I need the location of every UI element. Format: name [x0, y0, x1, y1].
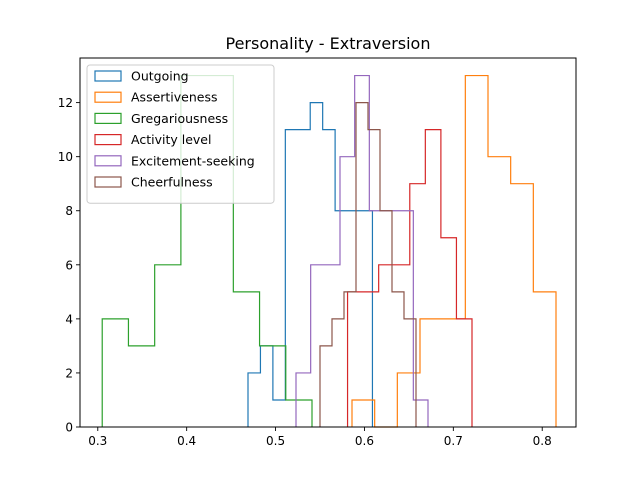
histogram-step-activity-level: [346, 129, 473, 427]
y-tick-label: 2: [65, 366, 73, 380]
y-tick-label: 10: [58, 150, 73, 164]
chart-title: Personality - Extraversion: [226, 34, 431, 53]
legend-item-assertiveness: Assertiveness: [94, 90, 218, 105]
histogram-step-cheerfulness: [319, 102, 417, 427]
legend-label: Gregariousness: [131, 111, 228, 126]
legend-swatch: [94, 70, 122, 82]
legend-swatch: [94, 134, 122, 146]
legend-item-gregariousness: Gregariousness: [94, 111, 228, 126]
histogram-step-excitement-seeking: [295, 74, 429, 427]
series-cheerfulness: [319, 102, 417, 427]
legend: Outgoing Assertiveness Gregariousness Activ…: [86, 64, 275, 204]
legend-label: Excitement-seeking: [131, 153, 255, 168]
x-tick-label: 0.3: [88, 434, 107, 448]
legend-item-cheerfulness: Cheerfulness: [94, 175, 213, 190]
legend-swatch: [94, 176, 122, 188]
series-excitement-seeking: [295, 74, 429, 427]
x-tick-label: 0.8: [533, 434, 552, 448]
series-activity-level: [346, 129, 473, 427]
y-tick-label: 12: [58, 96, 73, 110]
x-tick-label: 0.7: [444, 434, 463, 448]
legend-swatch: [94, 91, 122, 103]
y-tick-label: 8: [65, 204, 73, 218]
y-tick-label: 4: [65, 312, 73, 326]
legend-swatch: [94, 155, 122, 167]
legend-item-outgoing: Outgoing: [94, 69, 189, 84]
x-tick-label: 0.5: [266, 434, 285, 448]
x-tick-label: 0.4: [177, 434, 196, 448]
legend-box: [86, 64, 275, 204]
legend-label: Outgoing: [131, 69, 189, 84]
legend-swatch: [94, 112, 122, 125]
legend-item-excitement-seeking: Excitement-seeking: [94, 153, 255, 168]
y-tick-label: 0: [65, 421, 73, 435]
x-tick-label: 0.6: [355, 434, 374, 448]
legend-label: Activity level: [131, 132, 211, 147]
legend-item-activity-level: Activity level: [94, 132, 211, 147]
y-tick-label: 6: [65, 258, 73, 272]
x-axis: 0.3 0.4 0.5 0.6 0.7 0.8: [88, 427, 552, 448]
plot-frame: [79, 57, 577, 428]
legend-label: Assertiveness: [131, 90, 218, 105]
y-axis: 0 2 4 6 8 10 12: [58, 96, 80, 435]
legend-label: Cheerfulness: [131, 175, 213, 190]
